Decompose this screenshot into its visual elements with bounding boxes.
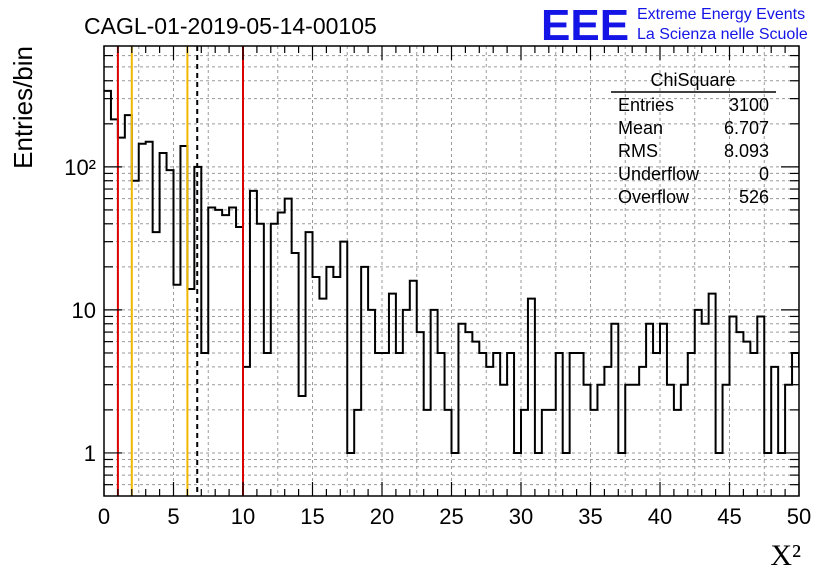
stats-label: RMS bbox=[618, 141, 658, 161]
stats-rows: Entries 3100 Mean 6.707 RMS 8.093 Underflow 0 Ov… bbox=[618, 95, 769, 207]
stats-value: 3100 bbox=[729, 95, 769, 115]
logo-line1: Extreme Energy Events bbox=[637, 6, 805, 23]
axis-ticks bbox=[103, 46, 800, 496]
stats-value: 8.093 bbox=[724, 141, 769, 161]
x-tick-label: 30 bbox=[509, 504, 533, 529]
stats-label: Entries bbox=[618, 95, 674, 115]
x-tick-label: 0 bbox=[98, 504, 110, 529]
stats-value: 6.707 bbox=[724, 118, 769, 138]
eee-logo: EEE Extreme Energy Events La Scienza nel… bbox=[541, 1, 808, 50]
x-axis-title: X² bbox=[770, 539, 801, 572]
y-tick-label: 10² bbox=[64, 155, 96, 180]
chart-title: CAGL-01-2019-05-14-00105 bbox=[84, 13, 377, 39]
x-tick-label: 40 bbox=[648, 504, 672, 529]
x-tick-label: 20 bbox=[370, 504, 394, 529]
stats-value: 0 bbox=[759, 164, 769, 184]
x-tick-label: 45 bbox=[717, 504, 741, 529]
x-tick-labels: 0 5 10 15 20 25 30 35 40 45 50 bbox=[98, 504, 811, 529]
x-tick-label: 25 bbox=[439, 504, 463, 529]
histogram-outline bbox=[104, 89, 799, 454]
y-axis-title: Entries/bin bbox=[8, 46, 38, 169]
stats-box: ChiSquare Entries 3100 Mean 6.707 RMS 8.093 Un… bbox=[611, 70, 776, 207]
x-tick-label: 10 bbox=[231, 504, 255, 529]
x-tick-label: 5 bbox=[167, 504, 179, 529]
grid bbox=[104, 46, 799, 496]
stats-label: Underflow bbox=[618, 164, 700, 184]
stats-title: ChiSquare bbox=[650, 70, 735, 90]
y-tick-label: 1 bbox=[84, 441, 96, 466]
x-tick-label: 50 bbox=[787, 504, 811, 529]
x-tick-label: 15 bbox=[300, 504, 324, 529]
stats-label: Mean bbox=[618, 118, 663, 138]
stats-label: Overflow bbox=[618, 187, 690, 207]
logo-line2: La Scienza nelle Scuole bbox=[637, 26, 808, 43]
logo-mark: EEE bbox=[541, 1, 629, 50]
x-tick-label: 35 bbox=[578, 504, 602, 529]
reference-lines bbox=[116, 46, 244, 496]
y-tick-label: 10 bbox=[72, 298, 96, 323]
stats-value: 526 bbox=[739, 187, 769, 207]
histogram-series bbox=[104, 89, 799, 454]
y-tick-labels: 1 10 10² bbox=[64, 155, 96, 466]
